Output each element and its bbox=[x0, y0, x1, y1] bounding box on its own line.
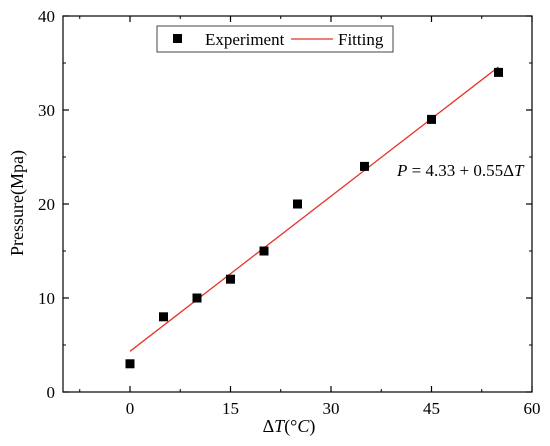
x-tick-label: 60 bbox=[524, 399, 541, 418]
plot-layer bbox=[125, 66, 503, 369]
x-tick-label: 30 bbox=[323, 399, 340, 418]
legend: Experiment Fitting bbox=[156, 25, 394, 53]
legend-fitting-label: Fitting bbox=[338, 30, 384, 49]
legend-box bbox=[156, 25, 394, 53]
experiment-point bbox=[494, 67, 503, 77]
fit-equation: P = 4.33 + 0.55ΔT bbox=[396, 161, 525, 180]
experiment-point bbox=[427, 114, 436, 124]
experiment-point bbox=[226, 274, 235, 284]
x-tick-label: 15 bbox=[222, 399, 239, 418]
legend-experiment-marker bbox=[173, 34, 182, 43]
legend-experiment-label: Experiment bbox=[205, 30, 285, 49]
axes-layer: 0 15 30 45 60 0 10 20 30 40 bbox=[38, 7, 541, 418]
experiment-point bbox=[360, 161, 369, 171]
x-tick-label: 0 bbox=[126, 399, 135, 418]
y-tick-label: 40 bbox=[38, 7, 55, 26]
y-tick-label: 10 bbox=[38, 289, 55, 308]
x-axis-title: ΔT(°C) bbox=[263, 416, 316, 437]
x-tick-label: 45 bbox=[423, 399, 440, 418]
fitting-line bbox=[129, 66, 499, 352]
experiment-point bbox=[125, 359, 135, 369]
experiment-point bbox=[293, 199, 302, 209]
experiment-point bbox=[192, 293, 202, 303]
experiment-point bbox=[259, 246, 269, 256]
y-axis-title: Pressure(Mpa) bbox=[7, 150, 28, 256]
experiment-point bbox=[159, 312, 168, 322]
y-tick-label: 20 bbox=[38, 195, 55, 214]
y-tick-label: 30 bbox=[38, 101, 55, 120]
y-tick-label: 0 bbox=[47, 383, 56, 402]
